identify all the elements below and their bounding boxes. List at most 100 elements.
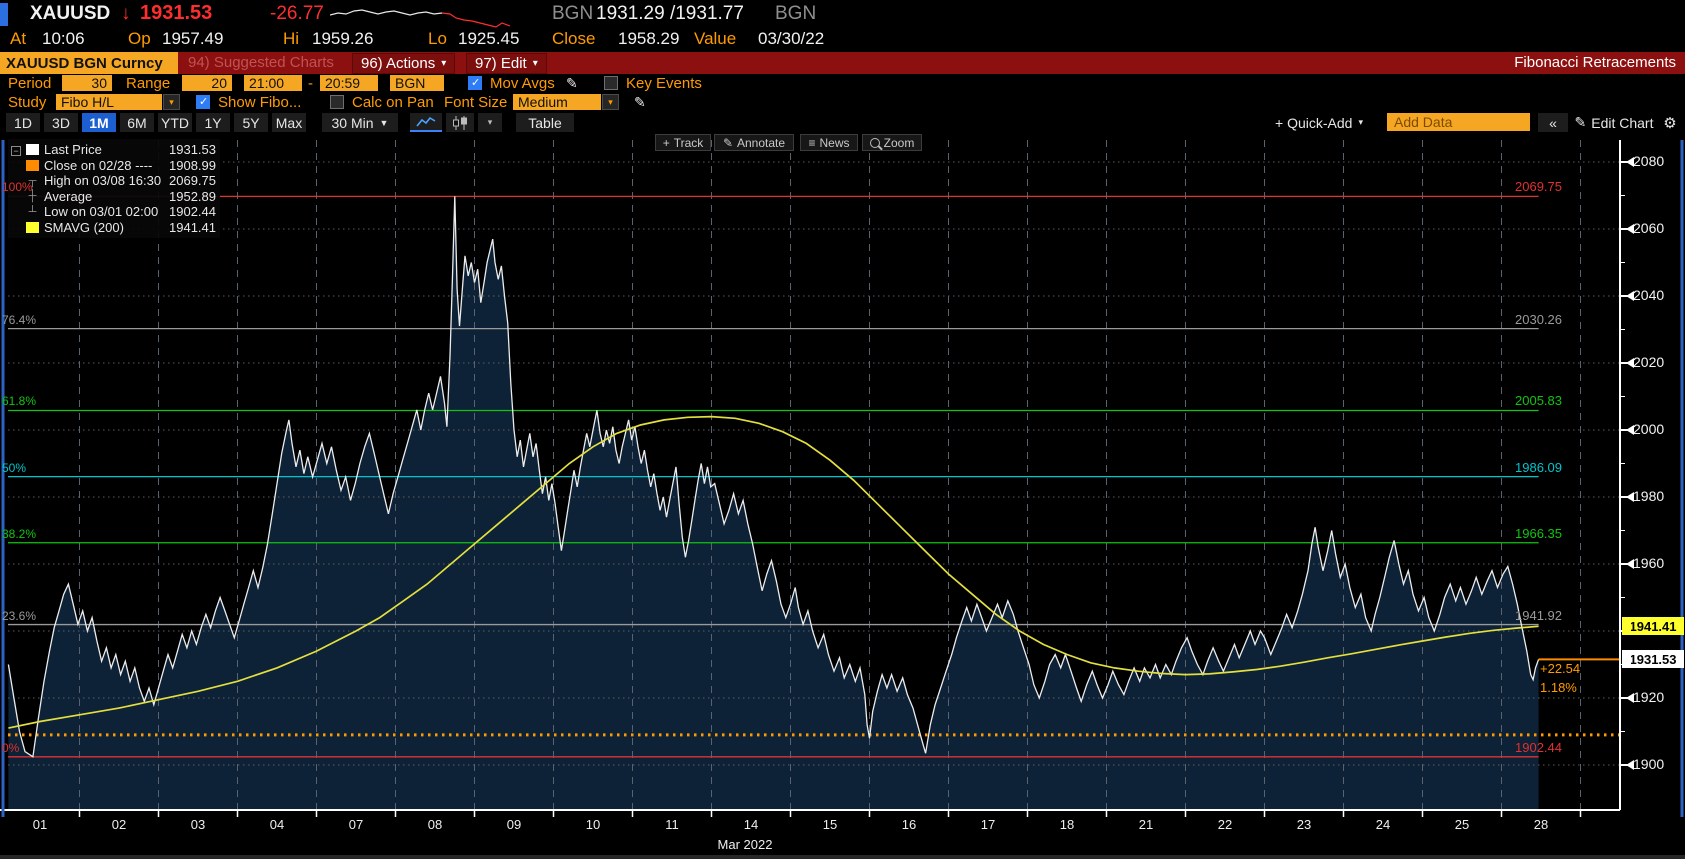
- interval-label: 30 Min: [331, 114, 374, 131]
- mov-avgs-label: Mov Avgs: [490, 75, 555, 92]
- close-label: Close: [552, 29, 596, 48]
- track-label: Track: [673, 135, 704, 150]
- tab-5y[interactable]: 5Y: [234, 113, 268, 132]
- table-button[interactable]: Table: [516, 113, 574, 132]
- high-label: Hi: [283, 29, 300, 48]
- menu-actions-label: 96) Actions: [361, 55, 436, 72]
- caret-down-icon: ▾: [441, 58, 447, 69]
- menu-edit-label: 97) Edit: [475, 55, 527, 72]
- tab-1y[interactable]: 1Y: [196, 113, 230, 132]
- taskbar-sliver: [0, 855, 1685, 859]
- smavg-line: [8, 415, 1539, 729]
- quote-header: XAUUSD ↓ 1931.53 -26.77 BGN 1931.29 /193…: [0, 0, 1685, 28]
- caret-down-icon: ▾: [1358, 117, 1363, 127]
- tab-ytd[interactable]: YTD: [158, 113, 192, 132]
- pencil-icon: ✎: [722, 135, 733, 150]
- track-button[interactable]: + Track: [655, 134, 711, 151]
- line-chart-icon: [416, 116, 436, 127]
- page-title: Fibonacci Retracements: [1514, 54, 1676, 71]
- period-label: Period: [8, 75, 52, 92]
- value-label: Value: [694, 29, 737, 48]
- ticker-symbol: XAUUSD: [30, 3, 111, 24]
- bgn-label-right: BGN: [775, 3, 817, 24]
- news-list-icon: ≡: [808, 135, 816, 150]
- candlestick-icon: [453, 115, 467, 130]
- key-events-checkbox[interactable]: [604, 76, 618, 90]
- open-label: Op: [128, 29, 151, 48]
- interval-select[interactable]: 30 Min ▼: [322, 113, 398, 132]
- down-arrow-icon: ↓: [121, 3, 131, 24]
- chart-type-dropdown[interactable]: ▾: [478, 113, 502, 132]
- price-area-fill: [8, 196, 1539, 811]
- source-select[interactable]: BGN: [390, 75, 444, 91]
- tab-1d[interactable]: 1D: [6, 113, 40, 132]
- annotate-label: Annotate: [737, 135, 786, 150]
- tab-1m[interactable]: 1M: [82, 113, 116, 132]
- edit-chart-label: Edit Chart: [1591, 114, 1654, 131]
- intraday-sparkline: [330, 9, 511, 28]
- bid-ask-quote: 1931.29 /1931.77: [596, 3, 744, 24]
- line-chart-type-button[interactable]: [410, 113, 442, 132]
- menu-suggested-charts[interactable]: 94) Suggested Charts: [188, 54, 334, 71]
- at-time: 10:06: [42, 29, 85, 48]
- zoom-label: Zoom: [883, 135, 915, 150]
- value-date: 03/30/22: [758, 29, 825, 48]
- ohlc-row: At 10:06 Op 1957.49 Hi 1959.26 Lo 1925.4…: [0, 27, 1685, 52]
- tab-6m[interactable]: 6M: [120, 113, 154, 132]
- annotate-pencil-icon[interactable]: ✎: [634, 94, 646, 110]
- security-field[interactable]: XAUUSD BGN Curncy: [0, 52, 178, 74]
- calc-on-pan-label: Calc on Pan: [352, 94, 434, 111]
- last-price-line: [7, 196, 1540, 758]
- annotate-button[interactable]: ✎ Annotate: [714, 134, 794, 151]
- bgn-label-left: BGN: [552, 3, 594, 24]
- menu-actions-button[interactable]: 96) Actions ▾: [352, 53, 456, 74]
- show-fibo-label: Show Fibo...: [218, 94, 302, 111]
- menu-edit-button[interactable]: 97) Edit ▾: [466, 53, 547, 74]
- mov-avgs-checkbox[interactable]: [468, 76, 482, 90]
- edit-chart-button[interactable]: ✎ Edit Chart: [1574, 113, 1654, 132]
- calc-on-pan-checkbox[interactable]: [330, 95, 344, 109]
- high-value: 1959.26: [312, 29, 374, 48]
- mov-avgs-edit-pencil-icon[interactable]: ✎: [566, 75, 578, 91]
- toolbar-row-1: Period 30 Range 20 21:00 - 20:59 BGN Mov…: [0, 74, 1685, 93]
- settings-gear-icon[interactable]: ⚙: [1663, 114, 1677, 132]
- caret-down-icon: ▾: [532, 58, 538, 69]
- time-dash: -: [308, 75, 313, 92]
- time-to-input[interactable]: 20:59: [320, 75, 378, 91]
- candlestick-type-button[interactable]: [446, 113, 474, 132]
- study-select[interactable]: Fibo H/L: [56, 94, 162, 110]
- magnifier-icon: [869, 137, 880, 148]
- news-label: News: [819, 135, 850, 150]
- collapse-panel-button[interactable]: «: [1538, 113, 1568, 132]
- font-size-select[interactable]: Medium: [513, 94, 601, 110]
- tab-3d[interactable]: 3D: [44, 113, 78, 132]
- tab-max[interactable]: Max: [272, 113, 306, 132]
- plus-icon: +: [662, 135, 670, 150]
- caret-down-icon: ▾: [487, 117, 493, 127]
- study-select-arrow-icon[interactable]: ▾: [163, 94, 180, 110]
- font-size-select-arrow-icon[interactable]: ▾: [602, 94, 619, 110]
- zoom-button[interactable]: Zoom: [862, 134, 922, 151]
- open-value: 1957.49: [162, 29, 224, 48]
- period-input[interactable]: 30: [62, 75, 112, 91]
- news-button[interactable]: ≡ News: [800, 134, 858, 151]
- study-label: Study: [8, 94, 47, 111]
- quick-add-label: + Quick-Add: [1275, 114, 1353, 131]
- pencil-icon: ✎: [1574, 114, 1587, 130]
- toolbar-row-2: Study Fibo H/L ▾ Show Fibo... Calc on Pa…: [0, 93, 1685, 112]
- close-value: 1958.29: [618, 29, 680, 48]
- last-price: 1931.53: [140, 2, 213, 24]
- range-input[interactable]: 20: [182, 75, 232, 91]
- show-fibo-checkbox[interactable]: [196, 95, 210, 109]
- key-events-label: Key Events: [626, 75, 702, 92]
- add-data-input[interactable]: Add Data: [1387, 113, 1530, 131]
- panel-indicator-icon: [0, 3, 8, 26]
- range-tabbar: 1D 3D 1M 6M YTD 1Y 5Y Max 30 Min ▼ ▾ Table + Qu…: [0, 112, 1685, 133]
- time-from-input[interactable]: 21:00: [244, 75, 302, 91]
- font-size-label: Font Size: [444, 94, 508, 111]
- low-label: Lo: [428, 29, 447, 48]
- price-change: -26.77: [270, 3, 324, 24]
- quick-add-button[interactable]: + Quick-Add ▾: [1267, 113, 1371, 132]
